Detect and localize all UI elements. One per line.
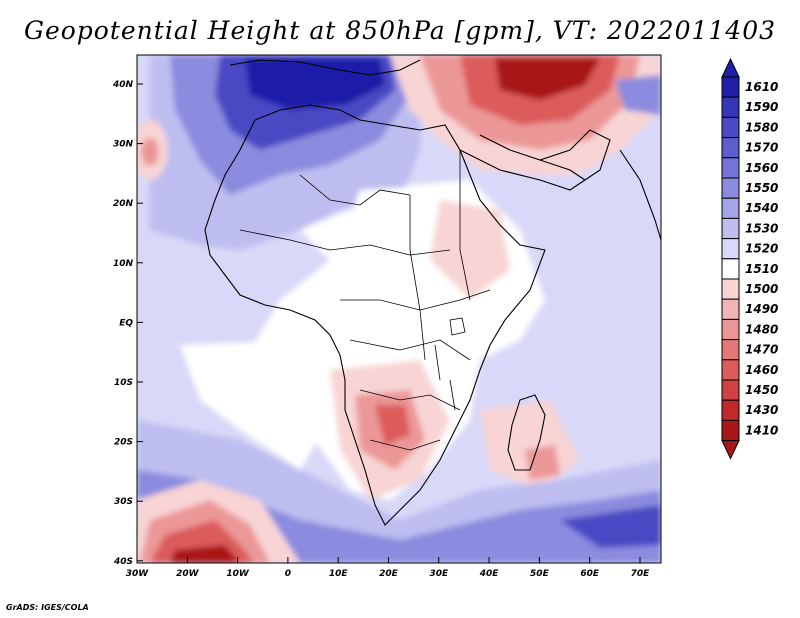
- north-high-core: [245, 58, 385, 110]
- lat-label: 20N: [113, 199, 134, 209]
- madagascar-coastline: [507, 394, 546, 471]
- map-title: Geopotential Height at 850hPa [gpm], VT:…: [23, 16, 777, 45]
- lon-label: 30W: [126, 569, 150, 579]
- south-atlantic-neutral: [180, 340, 330, 470]
- lon-label: 10W: [226, 569, 250, 579]
- height-field: [137, 55, 661, 563]
- inner-border-1: [299, 174, 411, 206]
- mideast-low-core: [495, 58, 600, 100]
- colorbar-label: 1490: [745, 302, 778, 316]
- india-coast: [619, 149, 661, 241]
- southern-ocean-core: [560, 505, 661, 548]
- lat-label: 10S: [114, 378, 133, 388]
- europe-coastline: [229, 59, 421, 76]
- lat-label: 10N: [113, 259, 134, 269]
- inner-border-5: [359, 389, 461, 411]
- lon-label: 40E: [479, 569, 500, 579]
- colorbar-label: 1470: [745, 343, 778, 357]
- colorbar-label: 1530: [745, 221, 778, 235]
- colorbar-cell: [721, 399, 740, 421]
- colorbar-cell: [721, 238, 740, 260]
- colorbar-cell: [721, 177, 740, 199]
- colorbar-top-arrow: [721, 57, 740, 78]
- colorbar-cell: [721, 157, 740, 179]
- colorbar-label: 1480: [745, 322, 778, 336]
- colorbar-cell: [721, 298, 740, 320]
- lat-label: 40S: [113, 557, 133, 567]
- colorbar-label: 1460: [745, 363, 778, 377]
- inner-border-4: [349, 339, 471, 361]
- lat-label: EQ: [119, 318, 133, 328]
- credit-text: GrADS: IGES/COLA: [6, 603, 89, 612]
- colorbar: 1610 1590 1580 1570 1560 1550 1540 1530 1520 1510…: [721, 57, 778, 460]
- colorbar-label: 1610: [745, 80, 778, 94]
- colorbar-label: 1550: [745, 181, 778, 195]
- colorbar-cell: [721, 116, 740, 139]
- lat-label: 20S: [114, 438, 133, 448]
- colorbar-bottom-arrow: [721, 440, 740, 460]
- colorbar-cell: [721, 96, 740, 118]
- lon-label: 0: [285, 569, 291, 579]
- colorbar-label: 1410: [745, 423, 778, 437]
- trough-ne-africa: [430, 200, 510, 300]
- colorbar-cell: [721, 197, 740, 219]
- low-southern-africa-core: [375, 405, 410, 445]
- latitude-axis: 40N 30N 20N 10N EQ 10S 20S 30S 40S: [112, 80, 143, 567]
- colorbar-cell: [721, 419, 740, 442]
- colorbar-cell: [721, 258, 740, 280]
- africa-coastline: [204, 104, 546, 526]
- colorbar-cell: [721, 379, 740, 401]
- persian-gulf: [539, 159, 586, 181]
- colorbar-label: 1510: [745, 262, 778, 276]
- colorbar-cell: [721, 76, 740, 98]
- inner-border-2: [239, 229, 451, 256]
- colorbar-cell: [721, 278, 740, 300]
- lake-victoria: [449, 317, 466, 336]
- colorbar-label: 1580: [745, 120, 778, 134]
- lake-malawi: [449, 379, 456, 411]
- iran-high-spot: [615, 75, 661, 115]
- inner-border-7: [409, 195, 426, 361]
- plot-frame: [136, 54, 662, 564]
- lat-label: 30S: [114, 497, 133, 507]
- colorbar-cell: [721, 359, 740, 381]
- arabia-coastline: [459, 129, 611, 191]
- colorbar-label: 1560: [745, 161, 778, 175]
- lake-tanganyika: [434, 344, 441, 381]
- lat-label: 30N: [113, 140, 134, 150]
- inner-border-6: [369, 439, 441, 451]
- lon-label: 30E: [429, 569, 449, 579]
- longitude-axis: 30W 20W 10W 0 10E 20E 30E 40E 50E 60E 70E: [126, 557, 650, 579]
- colorbar-label: 1500: [745, 282, 778, 296]
- colorbar-label: 1590: [745, 100, 778, 114]
- colorbar-label: 1540: [745, 201, 778, 215]
- colorbar-cell: [721, 137, 740, 159]
- lon-label: 20W: [176, 569, 200, 579]
- coastlines: [204, 59, 661, 526]
- colorbar-label: 1450: [745, 383, 778, 397]
- lon-label: 70E: [631, 569, 651, 579]
- atlantic-low-core: [141, 138, 159, 166]
- colorbar-cell: [721, 217, 740, 240]
- colorbar-label: 1520: [745, 242, 778, 256]
- colorbar-label: 1570: [745, 141, 778, 155]
- colorbar-label: 1430: [745, 403, 778, 417]
- colorbar-cell: [721, 339, 740, 361]
- lat-label: 40N: [112, 80, 134, 90]
- madagascar-low-core: [525, 445, 560, 480]
- lon-label: 20E: [379, 569, 399, 579]
- lon-label: 50E: [530, 569, 550, 579]
- colorbar-cell: [721, 318, 740, 341]
- lon-label: 60E: [580, 569, 600, 579]
- inner-border-8: [459, 150, 471, 301]
- lon-label: 10E: [329, 569, 349, 579]
